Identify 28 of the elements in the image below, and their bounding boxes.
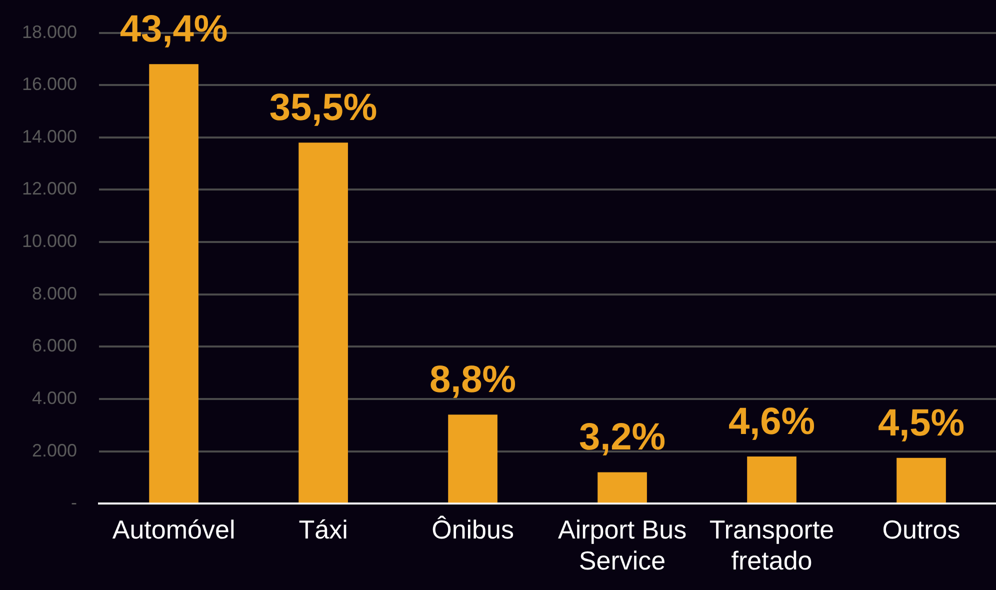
x-tick-label: Transporte fretado [709, 514, 834, 576]
bar [149, 64, 198, 503]
y-tick-label: - [71, 492, 78, 513]
bar [896, 458, 946, 503]
x-tick-label: Táxi [298, 514, 348, 544]
y-tick-label: 14.000 [22, 126, 78, 146]
annotation: 4,5% [878, 402, 965, 444]
bar [298, 142, 348, 503]
y-tick-label: 4.000 [32, 388, 78, 408]
y-tick-label: 12.000 [22, 178, 78, 199]
y-tick-label: 6.000 [32, 336, 78, 356]
y-tick-label: 18.000 [22, 22, 78, 42]
x-tick-label: Outros [882, 514, 960, 544]
y-tick-label: 2.000 [32, 440, 78, 460]
y-tick-label: 8.000 [32, 283, 78, 304]
annotation: 4,6% [728, 401, 816, 444]
bar [598, 472, 647, 503]
annotation: 43,4% [120, 8, 228, 51]
bar [448, 414, 498, 503]
x-tick-label: Automóvel [112, 514, 236, 544]
annotation: 3,2% [578, 416, 666, 459]
x-tick-label: Airport Bus Service [558, 514, 687, 576]
y-tick-label: 16.000 [22, 74, 78, 94]
y-tick-label: 10.000 [22, 231, 78, 252]
bar [747, 456, 796, 503]
annotation: 35,5% [269, 87, 378, 130]
x-tick-label: Ônibus [432, 514, 514, 544]
annotation: 8,8% [429, 359, 516, 402]
